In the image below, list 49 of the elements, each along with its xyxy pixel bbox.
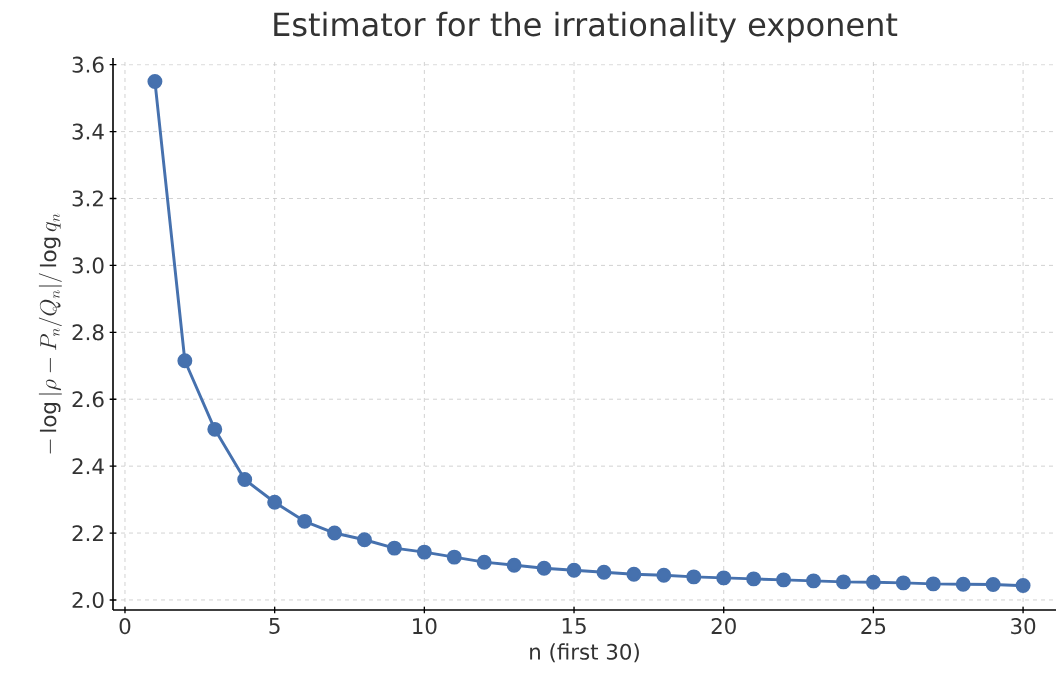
y-tick-label: 2.0 <box>72 591 104 609</box>
point <box>267 494 283 510</box>
point <box>716 570 732 586</box>
point <box>776 572 792 588</box>
point <box>656 567 672 583</box>
x-tick-label: 15 <box>562 618 586 634</box>
point <box>686 569 702 585</box>
point <box>566 562 582 578</box>
point <box>596 564 612 580</box>
point <box>895 575 911 591</box>
point <box>506 557 522 573</box>
y-tick-label: 3.2 <box>72 190 103 207</box>
x-tick-label: 30 <box>1011 618 1036 635</box>
point <box>865 574 881 590</box>
point <box>985 577 1001 593</box>
point <box>476 554 492 570</box>
y-tick-label: 2.6 <box>72 391 104 408</box>
point <box>147 73 163 89</box>
y-tick-label: 3.6 <box>72 56 104 73</box>
point <box>626 566 642 582</box>
point <box>327 525 342 541</box>
y-axis-title: $-\log|\rho - P_n/Q_n|/\log q_n$ <box>38 213 62 454</box>
x-tick-label: 5 <box>269 618 280 634</box>
y-tick-label: 2.4 <box>72 458 104 475</box>
point <box>237 472 253 487</box>
point <box>357 532 372 548</box>
point <box>446 549 462 565</box>
chart-title: Estimator for the irrationality exponent <box>274 11 898 43</box>
point <box>835 574 851 590</box>
point <box>955 576 971 592</box>
point <box>1015 578 1031 594</box>
point <box>746 571 762 587</box>
point <box>177 353 193 369</box>
point <box>207 421 223 437</box>
y-tick-label: 3.0 <box>72 257 104 274</box>
point <box>536 560 552 576</box>
y-tick-label: 2.8 <box>72 324 104 341</box>
x-tick-label: 25 <box>861 618 886 635</box>
point <box>386 540 402 556</box>
y-tick-label: 2.2 <box>72 525 103 541</box>
x-axis-title: n (first 30) <box>530 643 639 663</box>
point <box>806 573 821 589</box>
x-tick-label: 10 <box>413 618 437 635</box>
x-tick-label: 0 <box>119 618 131 635</box>
point <box>416 544 432 560</box>
x-tick-label: 20 <box>711 618 736 635</box>
point <box>297 513 313 529</box>
y-tick-label: 3.4 <box>72 123 104 140</box>
point <box>925 576 941 592</box>
